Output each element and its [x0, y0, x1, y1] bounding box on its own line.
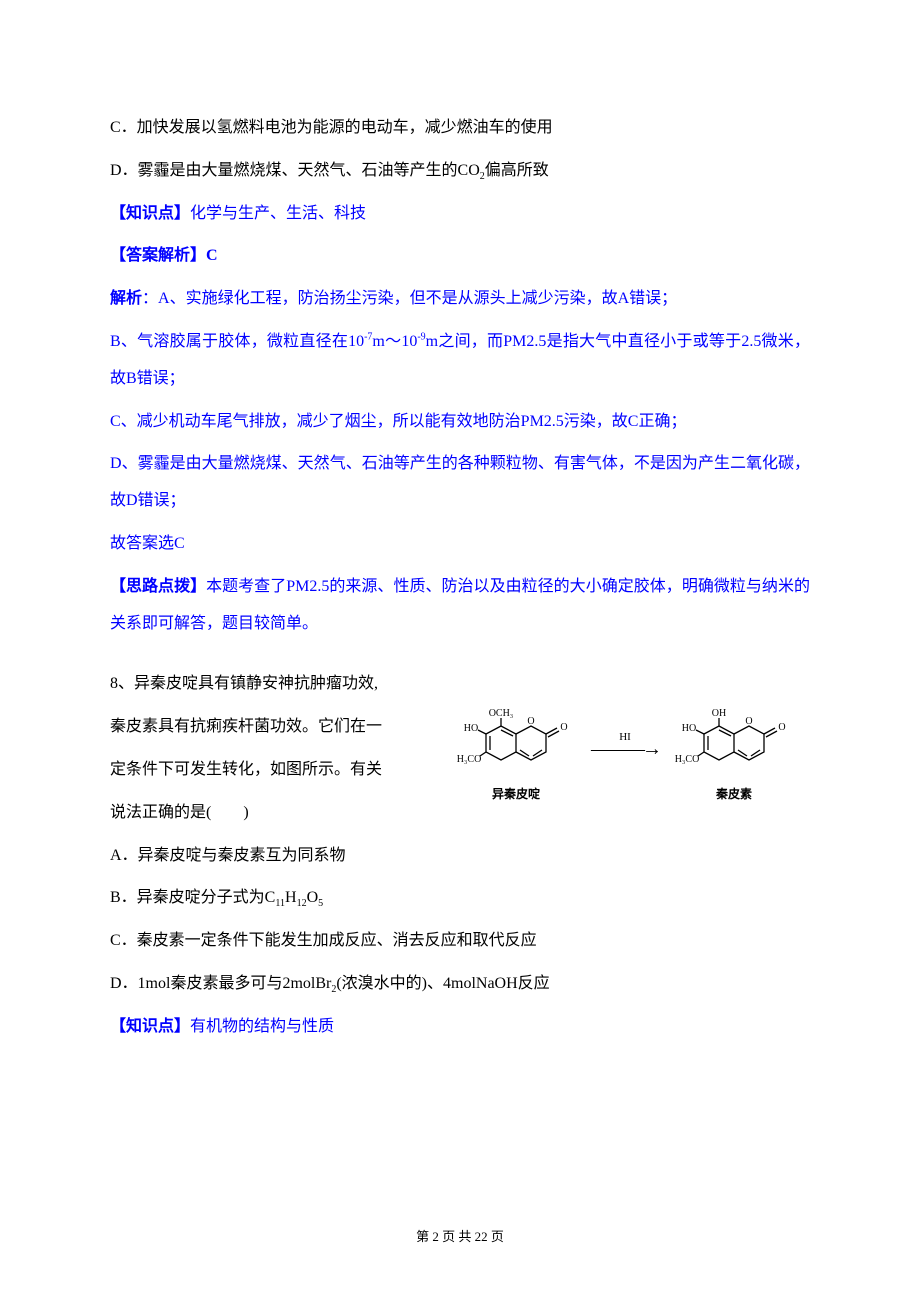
- q8-b-mid2: O: [307, 889, 319, 906]
- expl-b-mid: m～10: [372, 333, 417, 350]
- spacer: [110, 648, 810, 666]
- page: C．加快发展以氢燃料电池为能源的电动车，减少燃油车的使用 D．雾霾是由大量燃烧煤…: [0, 0, 920, 1302]
- q8-b-mid1: H: [285, 889, 297, 906]
- q7-option-d-pre: D．雾霾是由大量燃烧煤、天然气、石油等产生的CO: [110, 162, 480, 179]
- reaction-arrow: HI ———→: [591, 732, 659, 755]
- molecule-right-svg: OH HO H₃CO O O: [669, 704, 799, 784]
- q8-kp-text: 有机物的结构与性质: [190, 1018, 334, 1035]
- expl-prefix: 解析: [110, 290, 142, 307]
- q8-knowledge-point: 【知识点】有机物的结构与性质: [110, 1009, 810, 1046]
- molecule-left-svg: OCH₃ HO H₃CO O O: [451, 704, 581, 784]
- expl-a-text: ：A、实施绿化工程，防治扬尘污染，但不是从源头上减少污染，故A错误；: [142, 290, 677, 307]
- expl-b-pre: B、气溶胶属于胶体，微粒直径在10: [110, 333, 364, 350]
- q8-stem-l4: 说法正确的是( ): [110, 795, 450, 832]
- sub-oh: OH: [712, 708, 726, 719]
- tip-label: 【思路点拨】: [110, 578, 206, 595]
- q7-explanation-c: C、减少机动车尾气排放，减少了烟尘，所以能有效地防治PM2.5污染，故C正确；: [110, 404, 810, 441]
- figure-row: OCH₃ HO H₃CO O O 异秦皮啶 HI ———→: [450, 704, 800, 803]
- page-footer: 第 2 页 共 22 页: [0, 1222, 920, 1252]
- molecule-right-label: 秦皮素: [669, 786, 799, 803]
- q8-block: 8、异秦皮啶具有镇静安神抗肿瘤功效, 秦皮素具有抗痢疾杆菌功效。它们在一 定条件…: [110, 666, 810, 831]
- sub-och3: OCH₃: [489, 708, 514, 719]
- lactone-o-dbl: O: [560, 722, 567, 733]
- q8-b-sub3: 5: [318, 899, 323, 910]
- q8-option-d: D．1mol秦皮素最多可与2molBr2(浓溴水中的)、4molNaOH反应: [110, 966, 810, 1003]
- q8-stem-l2: 秦皮素具有抗痢疾杆菌功效。它们在一: [110, 709, 450, 746]
- answer-value: C: [206, 247, 218, 264]
- q7-explanation-b: B、气溶胶属于胶体，微粒直径在10-7m～10-9m之间，而PM2.5是指大气中…: [110, 324, 810, 398]
- sub-h3co-r: H₃CO: [675, 754, 700, 765]
- q8-b-sub2: 12: [297, 899, 307, 910]
- q7-option-d-post: 偏高所致: [485, 162, 549, 179]
- q8-d-pre: D．1mol秦皮素最多可与2molBr: [110, 975, 331, 992]
- answer-label: 【答案解析】: [110, 247, 206, 264]
- q8-d-mid: (浓溴水中的)、4molNaOH反应: [336, 975, 549, 992]
- q8-stem-l3: 定条件下可发生转化，如图所示。有关: [110, 752, 450, 789]
- sub-h3co: H₃CO: [457, 754, 482, 765]
- molecule-right: OH HO H₃CO O O 秦皮素: [669, 704, 799, 803]
- sub-ho-r: HO: [682, 723, 696, 734]
- lactone-o-ring: O: [527, 716, 534, 727]
- arrow-line: ———→: [591, 743, 659, 755]
- q8-kp-label: 【知识点】: [110, 1018, 190, 1035]
- sub-ho: HO: [464, 723, 478, 734]
- q7-answer: 【答案解析】C: [110, 238, 810, 275]
- q7-explanation-d: D、雾霾是由大量燃烧煤、天然气、石油等产生的各种颗粒物、有害气体，不是因为产生二…: [110, 446, 810, 520]
- expl-b-sup2: -9: [417, 332, 425, 343]
- q8-b-pre: B．异秦皮啶分子式为C: [110, 889, 275, 906]
- q8-stem-l1: 8、异秦皮啶具有镇静安神抗肿瘤功效,: [110, 666, 450, 703]
- lactone-o-ring-r: O: [745, 716, 752, 727]
- q7-explanation-a: 解析：A、实施绿化工程，防治扬尘污染，但不是从源头上减少污染，故A错误；: [110, 281, 810, 318]
- q8-option-c: C．秦皮素一定条件下能发生加成反应、消去反应和取代反应: [110, 923, 810, 960]
- q8-figure: OCH₃ HO H₃CO O O 异秦皮啶 HI ———→: [450, 704, 800, 803]
- tip-text: 本题考查了PM2.5的来源、性质、防治以及由粒径的大小确定胶体，明确微粒与纳米的…: [110, 578, 810, 632]
- molecule-left-label: 异秦皮啶: [451, 786, 581, 803]
- kp-label: 【知识点】: [110, 205, 190, 222]
- q8-option-a: A．异秦皮啶与秦皮素互为同系物: [110, 838, 810, 875]
- q7-option-c: C．加快发展以氢燃料电池为能源的电动车，减少燃油车的使用: [110, 110, 810, 147]
- q8-b-sub1: 11: [275, 899, 285, 910]
- q7-knowledge-point: 【知识点】化学与生产、生活、科技: [110, 196, 810, 233]
- kp-text: 化学与生产、生活、科技: [190, 205, 366, 222]
- lactone-o-dbl-r: O: [778, 722, 785, 733]
- q7-tip: 【思路点拨】本题考查了PM2.5的来源、性质、防治以及由粒径的大小确定胶体，明确…: [110, 569, 810, 643]
- q7-option-d: D．雾霾是由大量燃烧煤、天然气、石油等产生的CO2偏高所致: [110, 153, 810, 190]
- q8-stem: 8、异秦皮啶具有镇静安神抗肿瘤功效, 秦皮素具有抗痢疾杆菌功效。它们在一 定条件…: [110, 666, 450, 831]
- molecule-left: OCH₃ HO H₃CO O O 异秦皮啶: [451, 704, 581, 803]
- q7-explanation-end: 故答案选C: [110, 526, 810, 563]
- q8-option-b: B．异秦皮啶分子式为C11H12O5: [110, 880, 810, 917]
